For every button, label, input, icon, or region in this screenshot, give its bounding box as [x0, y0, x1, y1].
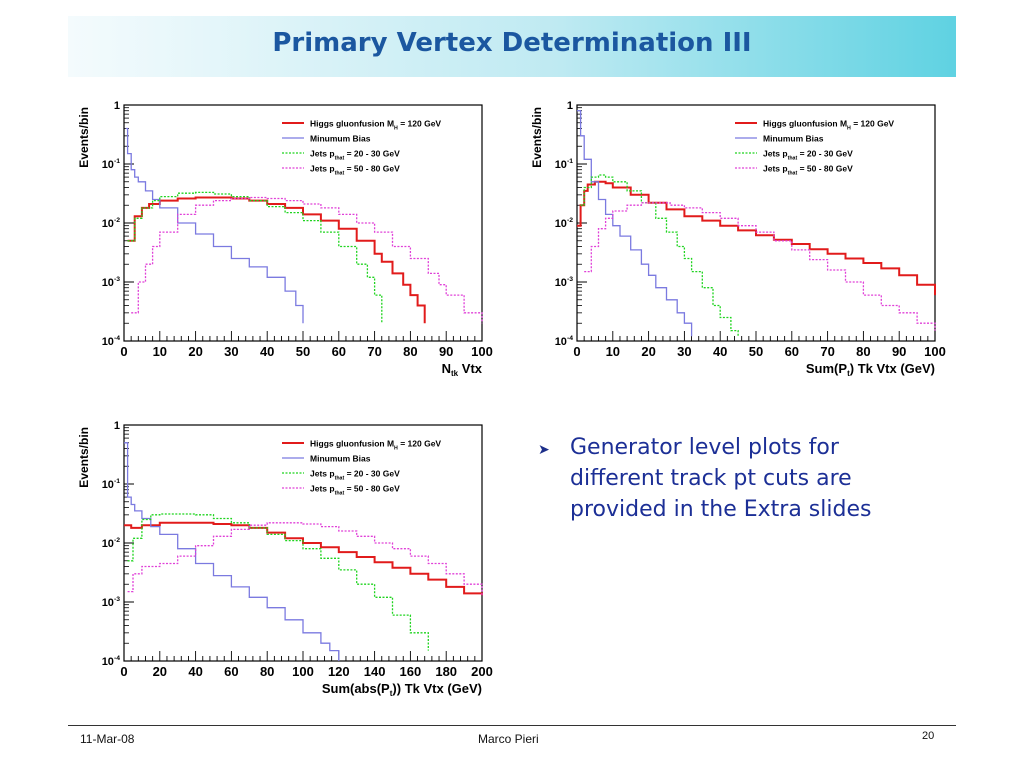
x-tick-label: 200 [471, 664, 493, 679]
x-tick-label: 60 [224, 664, 238, 679]
legend-label: Higgs gluonfusion MH​ = 120 GeV [310, 119, 441, 132]
y-tick-label: 10-3​ [102, 276, 121, 289]
legend-label: Jets pthat​ = 50 - 80 GeV [310, 164, 400, 177]
x-tick-label: 20 [188, 344, 202, 359]
chart-svg: 1 10-1​ 10-2​ 10-3​ 10-4​0 20 40 60 80 100 120 140 1… [77, 420, 493, 698]
y-tick-label: 10-3​ [102, 596, 121, 609]
y-tick-label: 10-3​ [555, 276, 574, 289]
legend-label: Jets pthat​ = 20 - 30 GeV [310, 149, 400, 162]
x-tick-label: 0 [120, 664, 127, 679]
y-tick-label: 10-2​ [555, 217, 574, 230]
legend-label: Jets pthat​ = 20 - 30 GeV [763, 149, 853, 162]
page-number: 20 [922, 730, 935, 742]
y-axis-label: Events/bin [530, 107, 544, 168]
legend-label: Jets pthat​ = 50 - 80 GeV [310, 484, 400, 497]
legend-label: Minumum Bias [763, 134, 824, 144]
x-axis-label: Ntk​ Vtx [442, 361, 483, 378]
x-tick-label: 120 [328, 664, 350, 679]
x-tick-label: 50 [296, 344, 310, 359]
x-tick-label: 70 [367, 344, 381, 359]
legend-label: Higgs gluonfusion MH​ = 120 GeV [763, 119, 894, 132]
series-line [584, 202, 936, 331]
x-tick-label: 100 [471, 344, 493, 359]
y-tick-label: 1 [114, 420, 120, 432]
x-tick-label: 80 [856, 344, 870, 359]
x-tick-label: 100 [292, 664, 314, 679]
x-tick-label: 30 [224, 344, 238, 359]
x-tick-label: 20 [641, 344, 655, 359]
x-tick-label: 0 [120, 344, 127, 359]
bullet-item: ➤ Generator level plots for different tr… [538, 432, 938, 525]
y-axis-label: Events/bin [77, 427, 91, 488]
x-tick-label: 100 [924, 344, 946, 359]
x-tick-label: 10 [606, 344, 620, 359]
legend-label: Jets pthat​ = 20 - 30 GeV [310, 469, 400, 482]
legend-label: Higgs gluonfusion MH​ = 120 GeV [310, 439, 441, 452]
x-tick-label: 80 [260, 664, 274, 679]
y-tick-label: 10-4​ [102, 655, 121, 668]
legend-label: Minumum Bias [310, 134, 371, 144]
x-axis-label: Sum(Pt​) Tk Vtx (GeV) [806, 361, 935, 378]
series-line [124, 521, 483, 596]
slide-title: Primary Vertex Determination III [272, 28, 752, 58]
x-axis-label: Sum(abs(Pt​)) Tk Vtx (GeV) [322, 681, 482, 698]
series-line [127, 522, 483, 596]
x-tick-label: 40 [260, 344, 274, 359]
plot-ntk-vtx: 1 10-1​ 10-2​ 10-3​ 10-4​0 10 20 30 40 50 60 70 80 90… [74, 95, 504, 385]
series-line [124, 442, 340, 661]
plot-sum-pt: 1 10-1​ 10-2​ 10-3​ 10-4​0 10 20 30 40 50 60 70 80 90… [527, 95, 957, 385]
y-tick-label: 10-2​ [102, 537, 121, 550]
plot-frame [576, 104, 936, 342]
chart-svg: 1 10-1​ 10-2​ 10-3​ 10-4​0 10 20 30 40 50 60 70 80 90… [530, 100, 946, 378]
footer-date: 11-Mar-08 [80, 732, 135, 746]
y-axis-label: Events/bin [77, 107, 91, 168]
series-line [577, 110, 693, 337]
y-tick-label: 10-1​ [555, 158, 574, 171]
series-line [580, 174, 739, 337]
x-tick-label: 50 [749, 344, 763, 359]
x-tick-label: 0 [573, 344, 580, 359]
arrow-bullet-icon: ➤ [538, 441, 550, 457]
footer-divider [68, 725, 956, 726]
y-tick-label: 10-2​ [102, 217, 121, 230]
y-tick-label: 1 [567, 100, 573, 112]
y-tick-label: 10-1​ [102, 158, 121, 171]
x-tick-label: 90 [892, 344, 906, 359]
x-tick-label: 40 [188, 664, 202, 679]
x-tick-label: 40 [713, 344, 727, 359]
y-tick-label: 10-1​ [102, 478, 121, 491]
series-line [127, 513, 429, 651]
x-tick-label: 10 [153, 344, 167, 359]
title-bar: Primary Vertex Determination III [68, 16, 956, 77]
x-tick-label: 70 [820, 344, 834, 359]
x-tick-label: 140 [364, 664, 386, 679]
x-tick-label: 60 [785, 344, 799, 359]
series-line [125, 127, 304, 324]
x-tick-label: 90 [439, 344, 453, 359]
legend-label: Jets pthat​ = 50 - 80 GeV [763, 164, 853, 177]
x-tick-label: 30 [677, 344, 691, 359]
footer-author: Marco Pieri [478, 732, 539, 746]
x-tick-label: 160 [400, 664, 422, 679]
legend-label: Minumum Bias [310, 454, 371, 464]
y-tick-label: 10-4​ [102, 335, 121, 348]
x-tick-label: 180 [435, 664, 457, 679]
bullet-text: Generator level plots for different trac… [570, 435, 872, 522]
x-tick-label: 60 [332, 344, 346, 359]
plot-sum-abs-pt: 1 10-1​ 10-2​ 10-3​ 10-4​0 20 40 60 80 100 120 140 1… [74, 415, 504, 705]
series-line [131, 196, 483, 324]
chart-svg: 1 10-1​ 10-2​ 10-3​ 10-4​0 10 20 30 40 50 60 70 80 90… [77, 100, 493, 378]
y-tick-label: 1 [114, 100, 120, 112]
x-tick-label: 80 [403, 344, 417, 359]
x-tick-label: 20 [153, 664, 167, 679]
y-tick-label: 10-4​ [555, 335, 574, 348]
